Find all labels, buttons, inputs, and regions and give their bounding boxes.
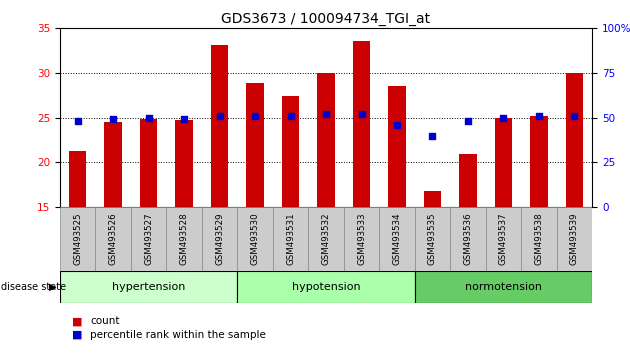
Text: GSM493530: GSM493530 — [251, 212, 260, 265]
Bar — [379, 207, 415, 271]
Bar — [175, 120, 193, 207]
Bar — [415, 271, 592, 303]
Text: GSM493536: GSM493536 — [464, 212, 472, 265]
Text: GSM493533: GSM493533 — [357, 212, 366, 265]
Bar — [60, 271, 238, 303]
Text: GSM493538: GSM493538 — [534, 212, 544, 265]
Text: GSM493535: GSM493535 — [428, 212, 437, 265]
Point — [321, 111, 331, 117]
Bar — [530, 116, 548, 207]
Text: ▶: ▶ — [49, 282, 56, 292]
Title: GDS3673 / 100094734_TGI_at: GDS3673 / 100094734_TGI_at — [222, 12, 430, 26]
Bar — [353, 41, 370, 207]
Bar — [486, 207, 521, 271]
Text: hypertension: hypertension — [112, 282, 185, 292]
Text: normotension: normotension — [465, 282, 542, 292]
Text: GSM493528: GSM493528 — [180, 212, 188, 265]
Bar — [273, 207, 308, 271]
Text: hypotension: hypotension — [292, 282, 360, 292]
Bar — [557, 207, 592, 271]
Bar — [202, 207, 238, 271]
Point — [108, 117, 118, 122]
Bar — [166, 207, 202, 271]
Text: GSM493527: GSM493527 — [144, 212, 153, 265]
Bar — [388, 86, 406, 207]
Point — [357, 111, 367, 117]
Bar — [69, 151, 86, 207]
Bar — [140, 119, 158, 207]
Text: percentile rank within the sample: percentile rank within the sample — [90, 330, 266, 339]
Point — [570, 113, 580, 119]
Bar — [246, 83, 264, 207]
Text: count: count — [90, 316, 120, 326]
Text: ■: ■ — [72, 330, 83, 339]
Point — [179, 117, 189, 122]
Bar — [104, 122, 122, 207]
Bar — [317, 73, 335, 207]
Bar — [423, 191, 442, 207]
Bar — [95, 207, 131, 271]
Text: GSM493532: GSM493532 — [321, 212, 331, 265]
Text: GSM493539: GSM493539 — [570, 212, 579, 265]
Text: GSM493525: GSM493525 — [73, 212, 82, 265]
Bar — [495, 118, 512, 207]
Point — [534, 113, 544, 119]
Text: GSM493526: GSM493526 — [108, 212, 118, 265]
Point — [392, 122, 402, 128]
Bar — [131, 207, 166, 271]
Point — [72, 119, 83, 124]
Point — [427, 133, 437, 138]
Point — [144, 115, 154, 120]
Point — [214, 113, 224, 119]
Point — [285, 113, 295, 119]
Bar — [60, 207, 95, 271]
Bar — [210, 45, 229, 207]
Bar — [282, 96, 299, 207]
Bar — [459, 154, 477, 207]
Bar — [308, 207, 344, 271]
Bar — [415, 207, 450, 271]
Bar — [238, 271, 415, 303]
Point — [498, 115, 508, 120]
Bar — [450, 207, 486, 271]
Text: disease state: disease state — [1, 282, 66, 292]
Bar — [238, 207, 273, 271]
Bar — [566, 73, 583, 207]
Bar — [344, 207, 379, 271]
Text: GSM493531: GSM493531 — [286, 212, 295, 265]
Point — [250, 113, 260, 119]
Bar — [521, 207, 557, 271]
Text: GSM493534: GSM493534 — [392, 212, 401, 265]
Point — [463, 119, 473, 124]
Text: GSM493529: GSM493529 — [215, 212, 224, 265]
Text: ■: ■ — [72, 316, 83, 326]
Text: GSM493537: GSM493537 — [499, 212, 508, 265]
